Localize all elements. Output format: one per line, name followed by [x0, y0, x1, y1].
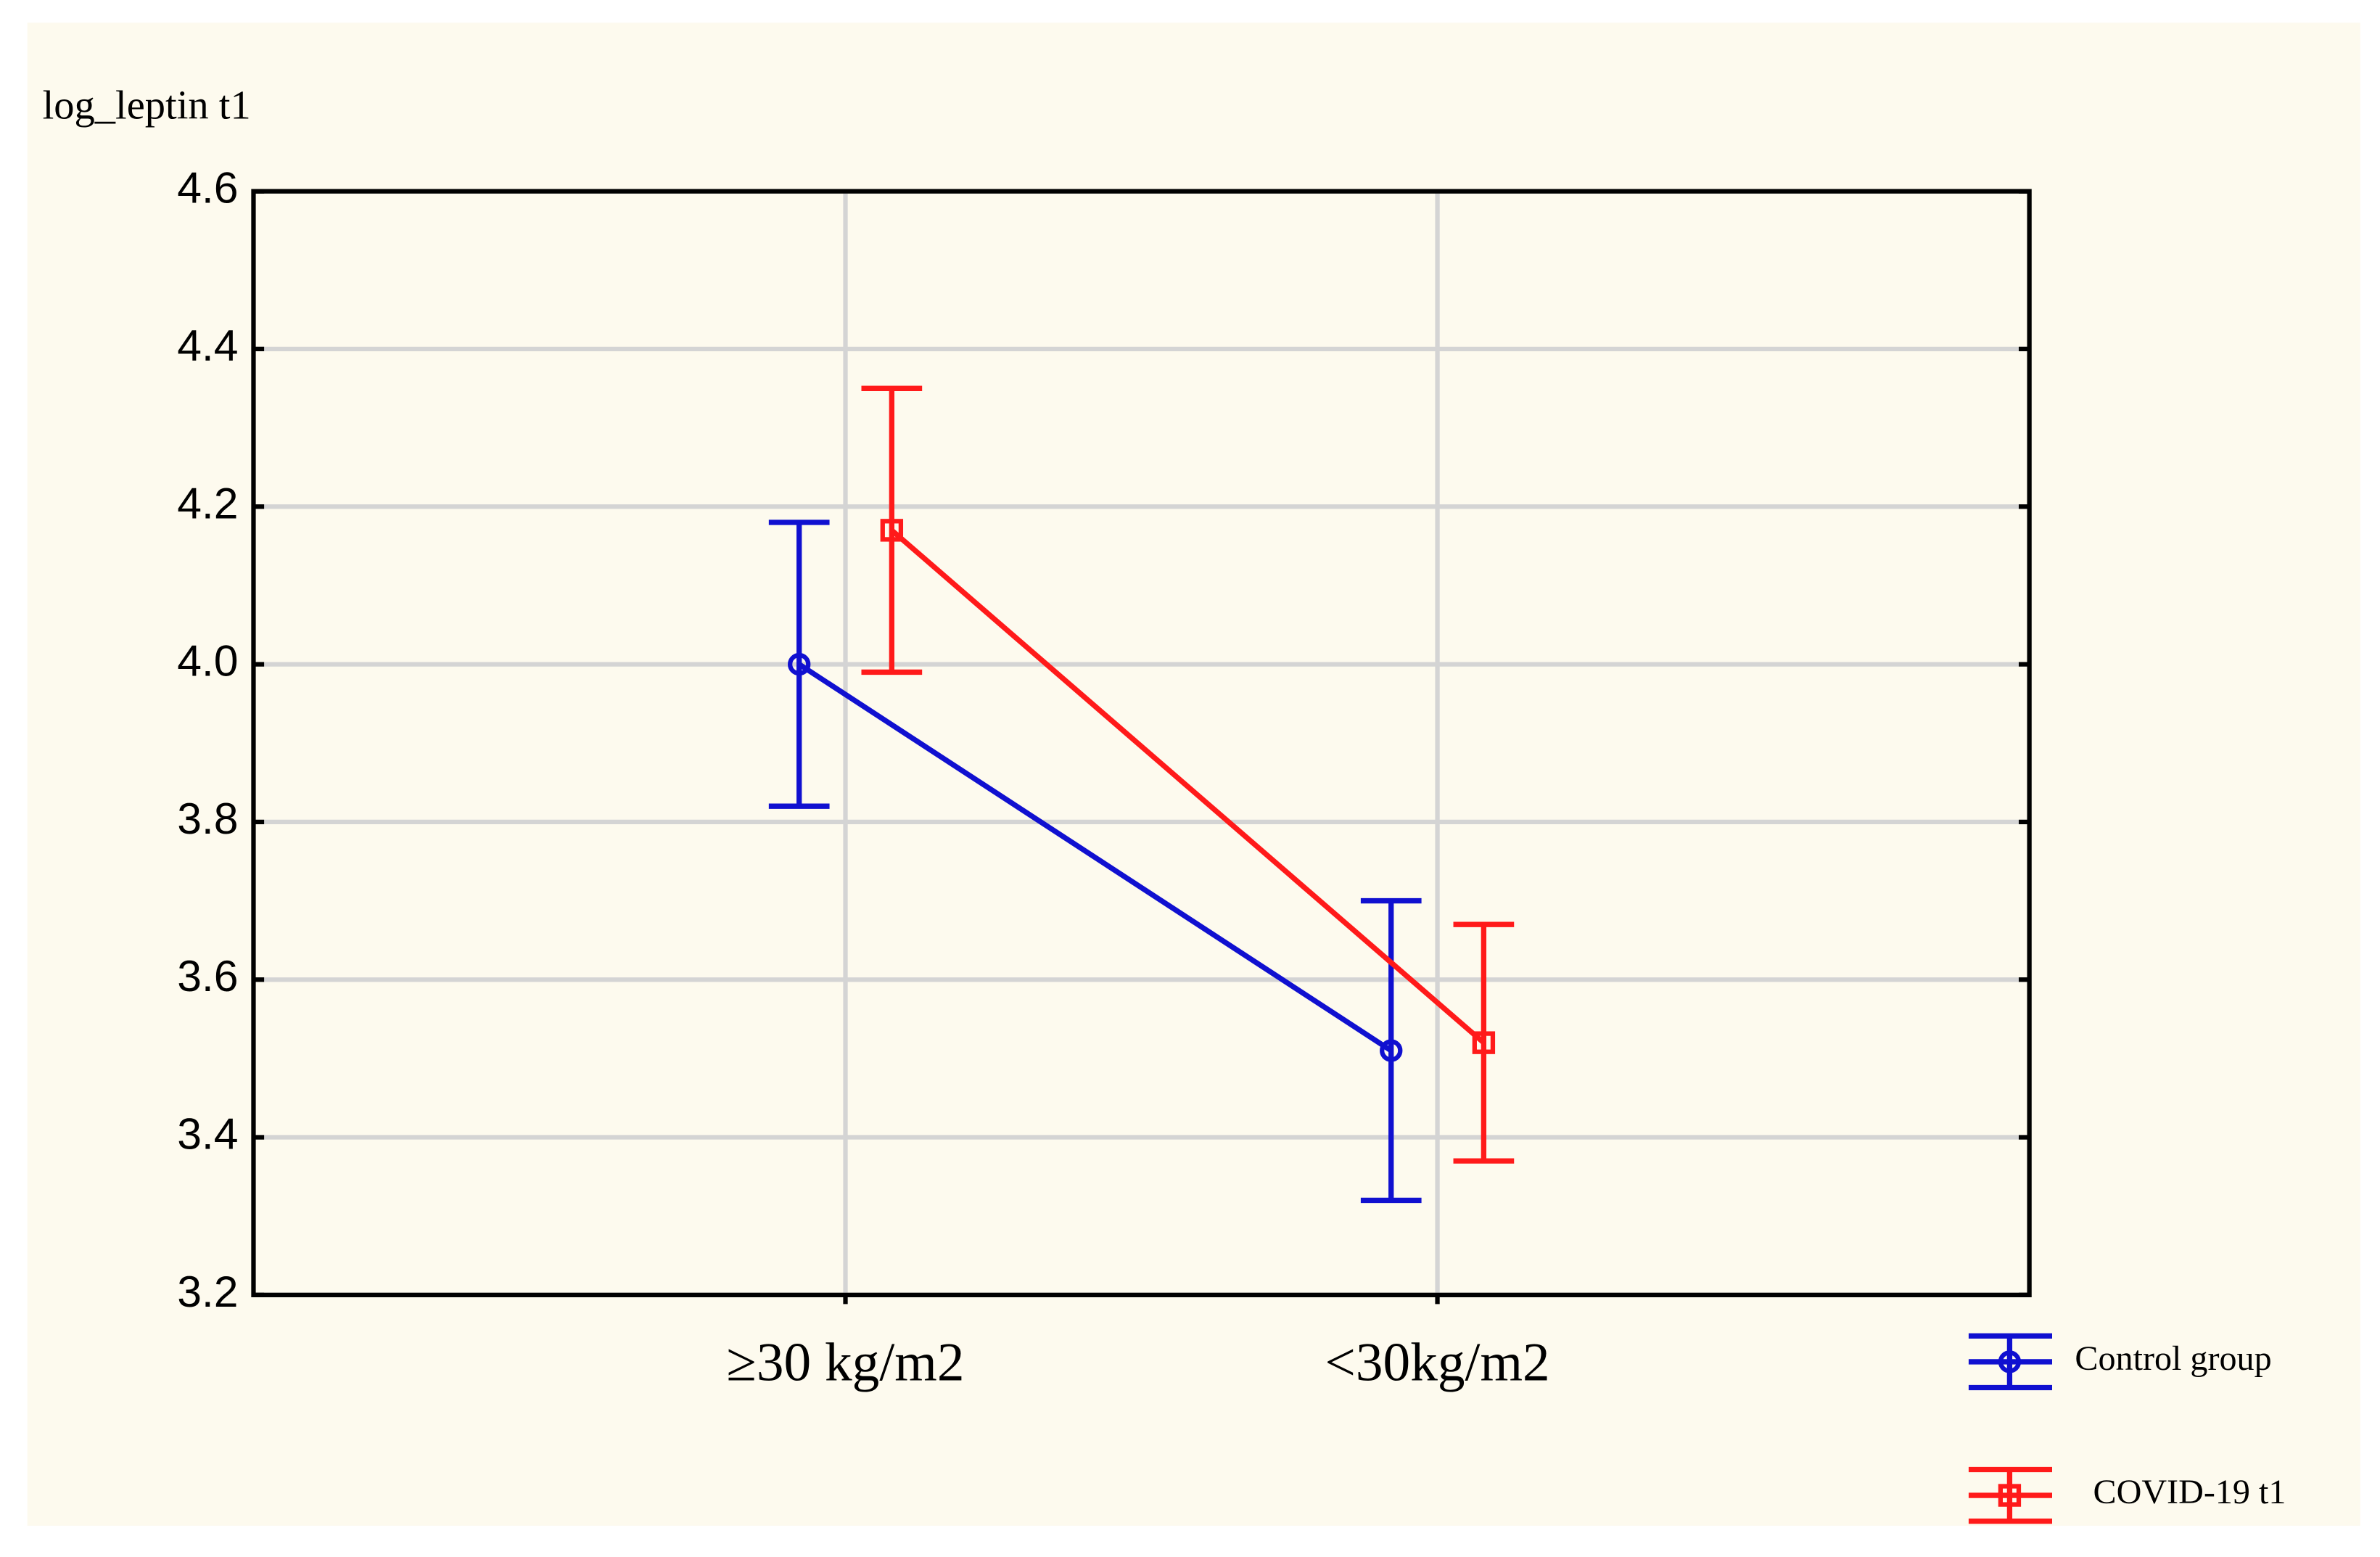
- y-tick-label: 4.6: [177, 163, 238, 213]
- y-tick-label: 4.0: [177, 636, 238, 686]
- y-tick-label: 3.8: [177, 794, 238, 843]
- y-tick-label: 4.2: [177, 478, 238, 527]
- y-tick-label: 4.4: [177, 321, 238, 370]
- x-tick-label: ≥30 kg/m2: [727, 1333, 965, 1393]
- error-bar: [1453, 921, 1515, 1164]
- legend-label: Control group: [2075, 1339, 2271, 1378]
- data-point: [880, 519, 904, 542]
- error-bar: [861, 385, 923, 675]
- data-point: [1380, 1039, 1403, 1062]
- legend-swatch: [1968, 1466, 2053, 1524]
- legend-label: COVID-19 t1: [2093, 1473, 2286, 1511]
- legend-swatch: [1968, 1333, 2053, 1391]
- y-tick-label: 3.2: [177, 1267, 238, 1316]
- error-bar: [1360, 897, 1422, 1204]
- legend-marker: [1998, 1350, 2022, 1373]
- series-line: [889, 528, 1486, 1045]
- data-point: [1472, 1031, 1496, 1054]
- y-tick-label: 3.4: [177, 1109, 238, 1159]
- data-point: [788, 652, 811, 676]
- error-bar: [768, 519, 830, 809]
- y-axis-label: log_leptin t1: [43, 83, 251, 128]
- x-tick-label: <30kg/m2: [1325, 1333, 1549, 1393]
- legend-marker: [1998, 1484, 2022, 1507]
- plot-frame: [251, 189, 2032, 1297]
- y-tick-label: 3.6: [177, 951, 238, 1001]
- series-line: [797, 662, 1393, 1053]
- background: [27, 22, 2360, 1526]
